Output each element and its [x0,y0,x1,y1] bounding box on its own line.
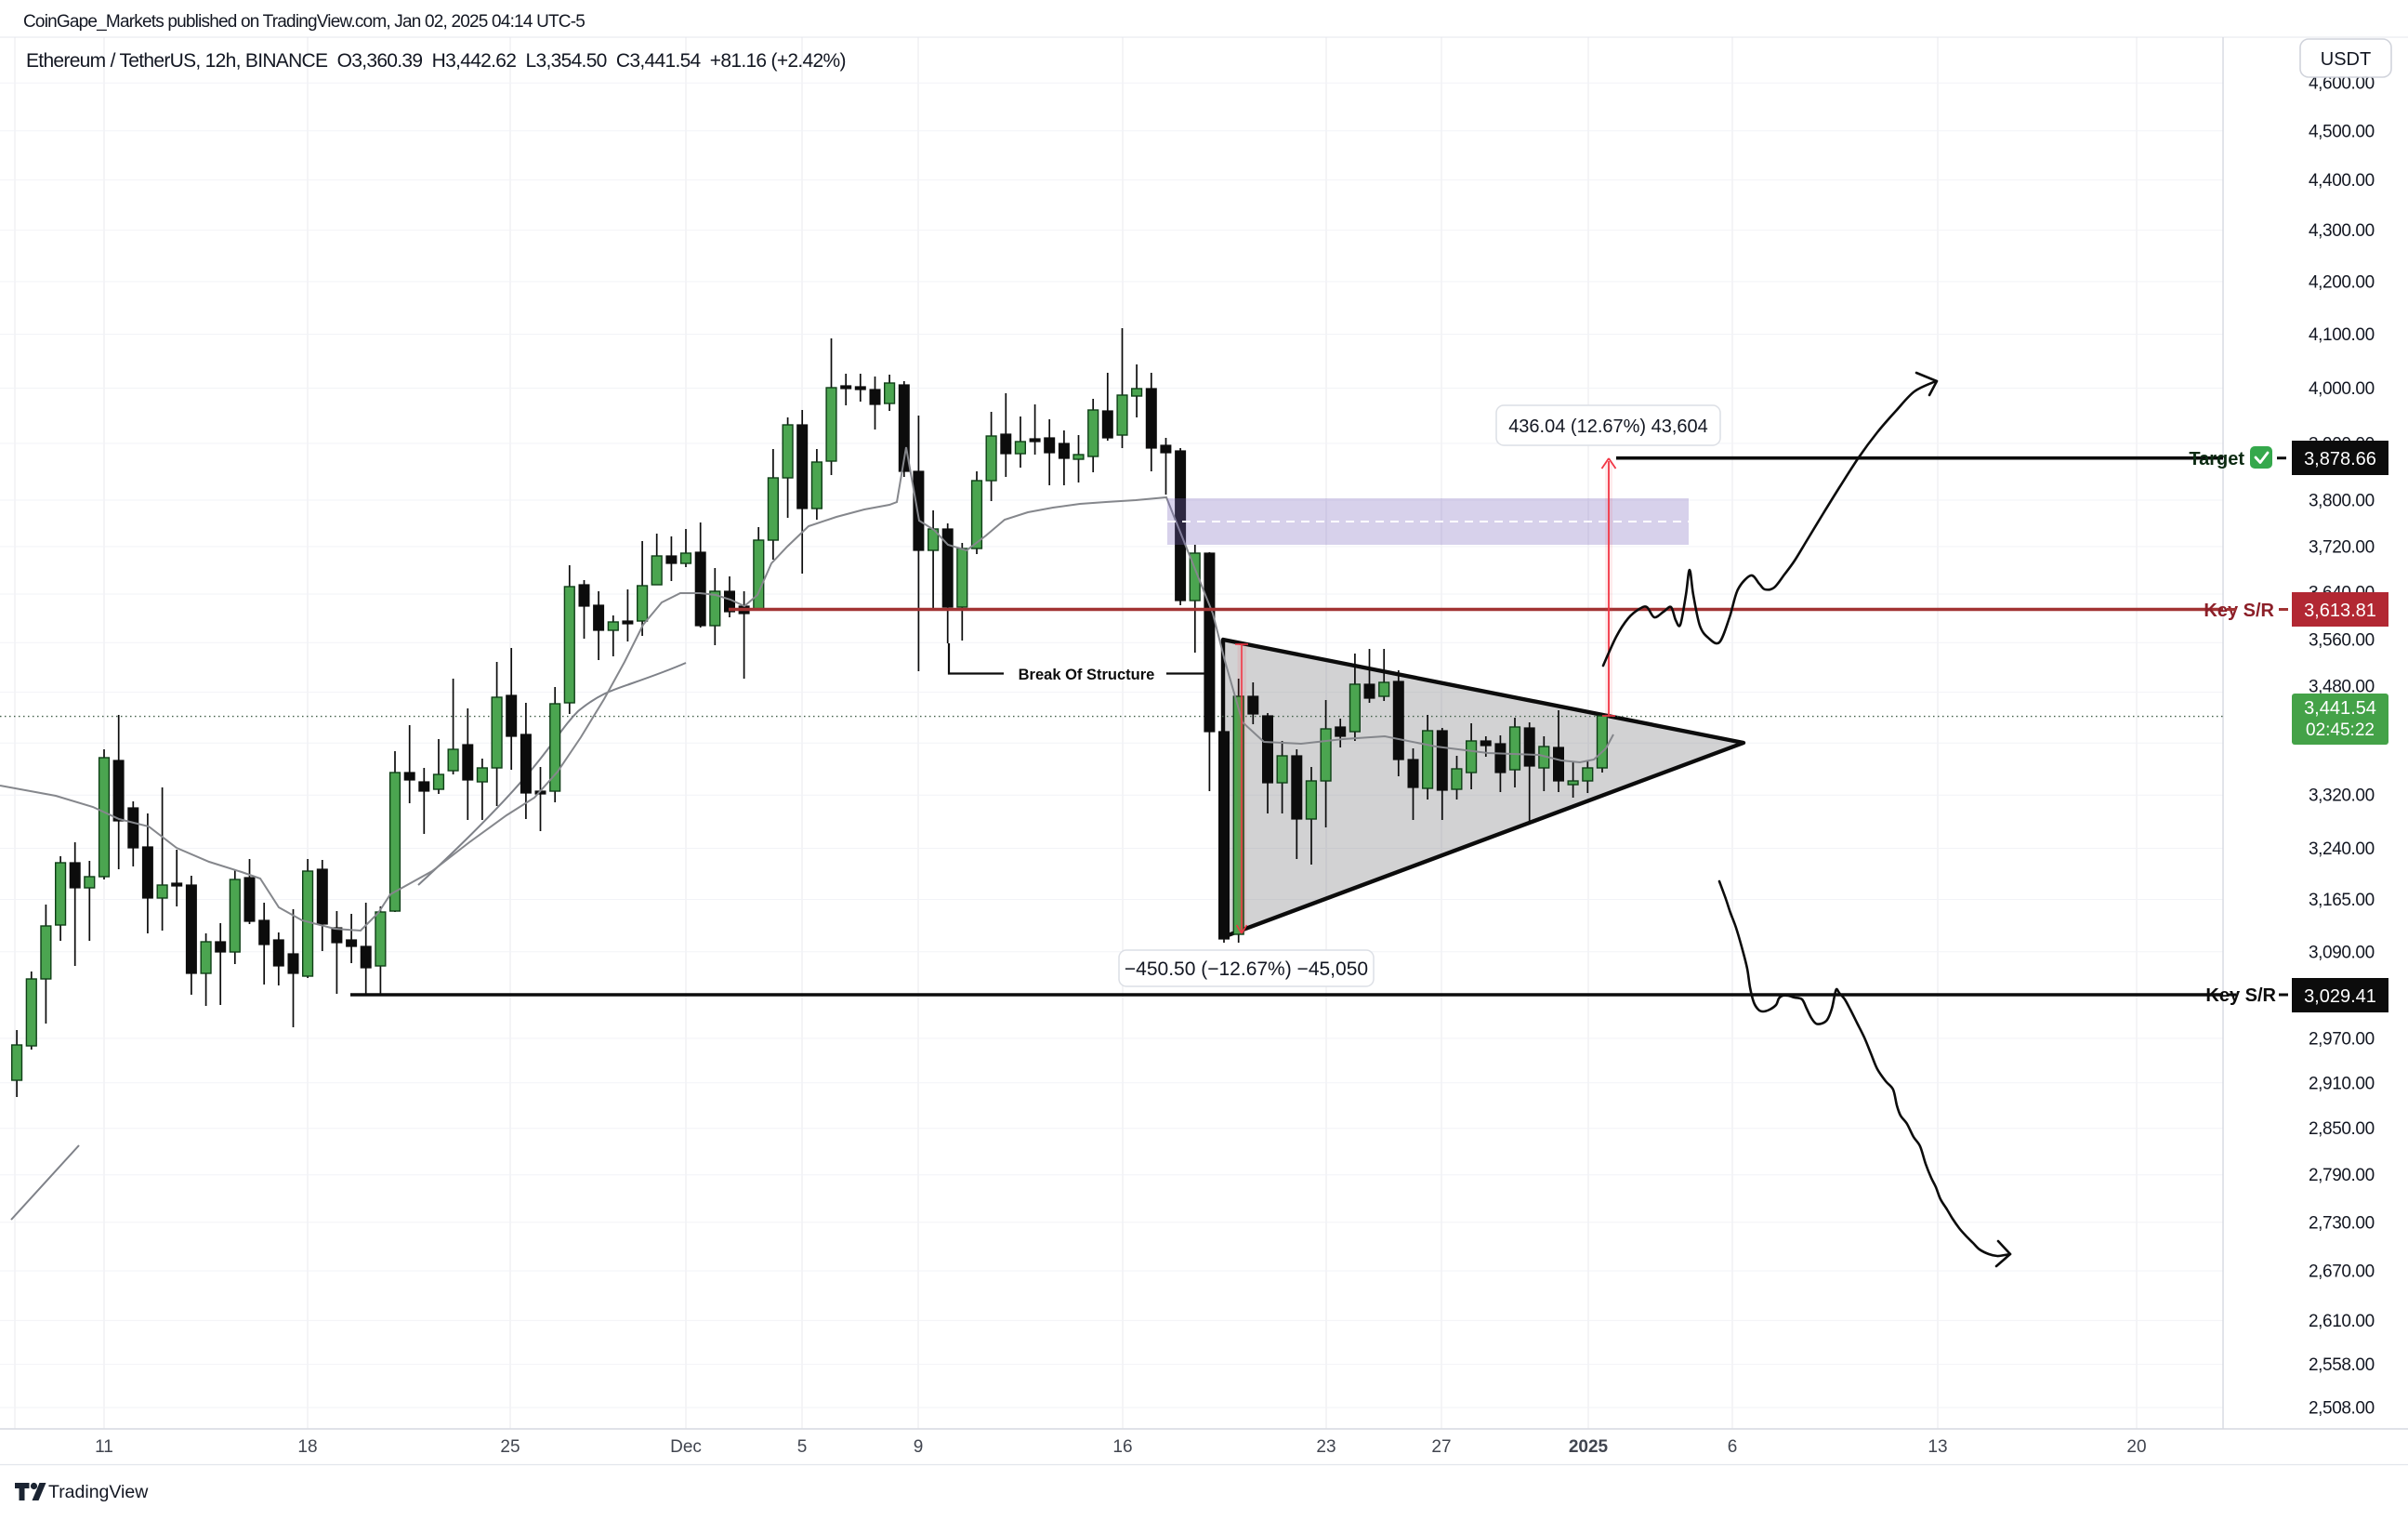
svg-text:25: 25 [500,1437,520,1457]
svg-text:4,100.00: 4,100.00 [2309,325,2375,345]
svg-text:Target: Target [2189,449,2244,469]
svg-text:9: 9 [914,1437,924,1457]
svg-text:2025: 2025 [1569,1437,1609,1457]
svg-text:23: 23 [1316,1437,1336,1457]
svg-text:2,508.00: 2,508.00 [2309,1399,2375,1419]
svg-text:CoinGape_Markets published on: CoinGape_Markets published on TradingVie… [23,12,585,32]
svg-text:3,800.00: 3,800.00 [2309,492,2375,511]
svg-text:02:45:22: 02:45:22 [2306,720,2375,740]
svg-text:2,610.00: 2,610.00 [2309,1312,2375,1331]
svg-text:Key S/R: Key S/R [2205,985,2276,1006]
svg-text:11: 11 [95,1437,113,1457]
svg-text:2,910.00: 2,910.00 [2309,1074,2375,1093]
svg-text:Dec: Dec [670,1437,702,1457]
svg-text:USDT: USDT [2321,49,2371,70]
svg-text:3,720.00: 3,720.00 [2309,537,2375,557]
svg-text:4,600.00: 4,600.00 [2309,74,2375,94]
svg-text:3,441.54: 3,441.54 [2304,698,2376,719]
svg-text:27: 27 [1431,1437,1451,1457]
svg-text:4,000.00: 4,000.00 [2309,379,2375,399]
svg-text:3,240.00: 3,240.00 [2309,839,2375,859]
svg-text:2,670.00: 2,670.00 [2309,1262,2375,1282]
svg-text:4,300.00: 4,300.00 [2309,221,2375,241]
svg-text:2,970.00: 2,970.00 [2309,1029,2375,1049]
svg-text:2,730.00: 2,730.00 [2309,1213,2375,1233]
svg-text:3,090.00: 3,090.00 [2309,943,2375,962]
svg-text:TradingView: TradingView [48,1482,149,1502]
svg-text:13: 13 [1928,1437,1947,1457]
svg-text:2,558.00: 2,558.00 [2309,1355,2375,1375]
svg-text:6: 6 [1728,1437,1738,1457]
svg-text:3,320.00: 3,320.00 [2309,786,2375,806]
svg-text:Key S/R: Key S/R [2204,601,2274,621]
svg-text:16: 16 [1112,1437,1132,1457]
svg-text:2,850.00: 2,850.00 [2309,1119,2375,1139]
svg-text:4,200.00: 4,200.00 [2309,272,2375,292]
svg-text:4,500.00: 4,500.00 [2309,122,2375,141]
svg-text:4,400.00: 4,400.00 [2309,171,2375,191]
svg-text:3,613.81: 3,613.81 [2304,601,2376,621]
svg-text:20: 20 [2126,1437,2146,1457]
svg-text:3,560.00: 3,560.00 [2309,631,2375,651]
svg-text:2,790.00: 2,790.00 [2309,1166,2375,1185]
svg-text:3,878.66: 3,878.66 [2304,449,2376,469]
svg-text:Ethereum / TetherUS, 12h, BINA: Ethereum / TetherUS, 12h, BINANCE O3,360… [26,50,846,72]
svg-text:5: 5 [797,1437,808,1457]
svg-text:18: 18 [297,1437,317,1457]
svg-text:3,029.41: 3,029.41 [2304,986,2376,1007]
svg-text:436.04 (12.67%) 43,604: 436.04 (12.67%) 43,604 [1508,416,1708,437]
svg-text:3,165.00: 3,165.00 [2309,891,2375,910]
svg-text:3,480.00: 3,480.00 [2309,678,2375,697]
svg-text:Break Of Structure: Break Of Structure [1019,667,1155,683]
svg-text:−450.50 (−12.67%) −45,050: −450.50 (−12.67%) −45,050 [1125,958,1368,980]
